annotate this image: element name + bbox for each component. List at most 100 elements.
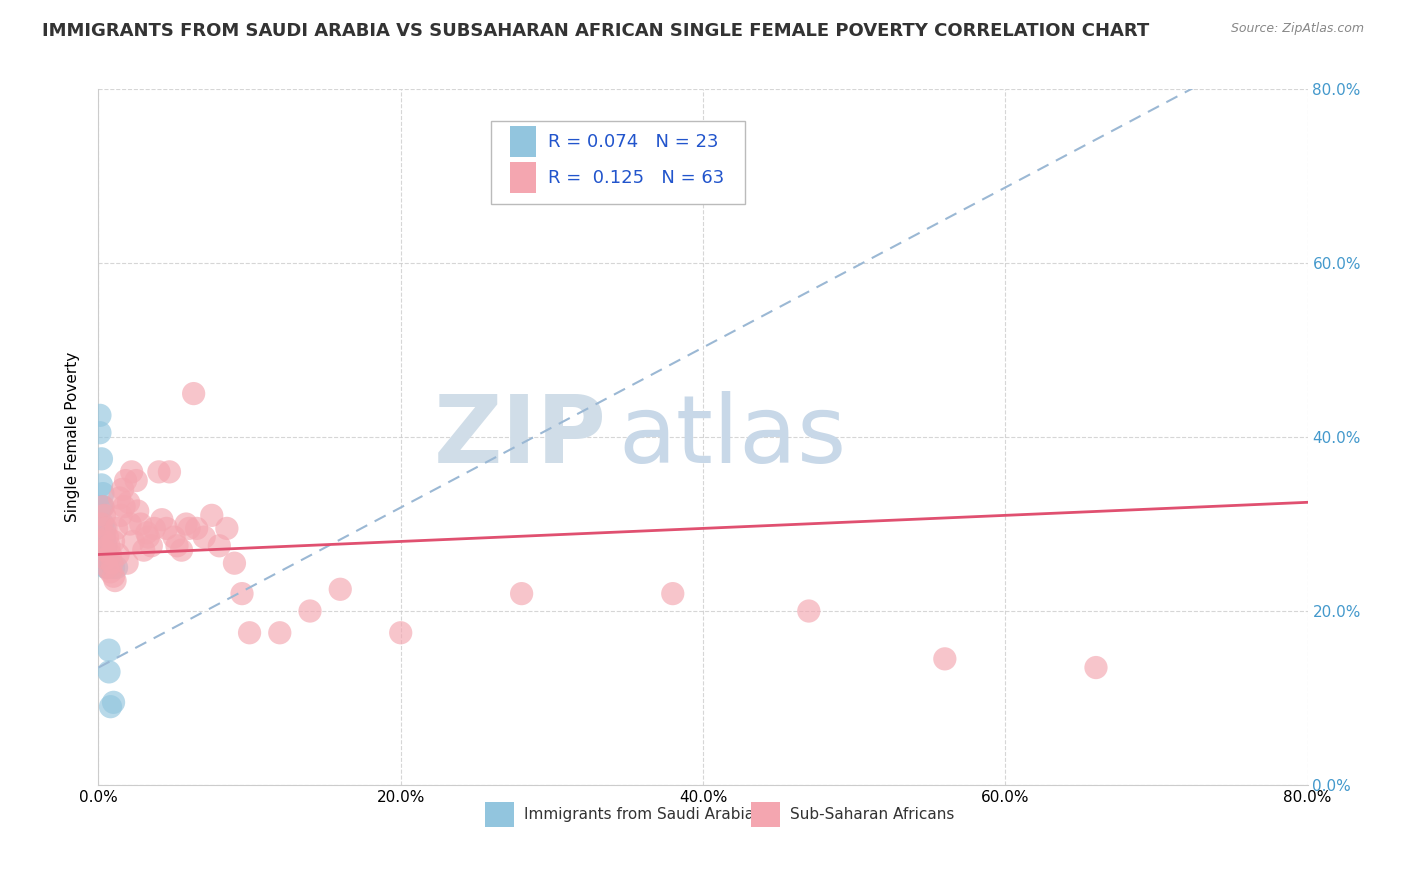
Point — [389, 625, 412, 640]
Point — [208, 539, 231, 553]
Y-axis label: Single Female Poverty: Single Female Poverty — [65, 352, 80, 522]
Point — [93, 530, 115, 544]
Point — [93, 508, 115, 523]
Point — [166, 539, 188, 553]
Point — [90, 478, 112, 492]
Point — [96, 560, 118, 574]
Point — [91, 500, 114, 514]
Point — [103, 695, 125, 709]
Point — [1085, 660, 1108, 674]
Point — [170, 543, 193, 558]
Point — [510, 587, 533, 601]
Point — [934, 652, 956, 666]
Point — [193, 530, 215, 544]
Point — [96, 551, 118, 566]
Point — [125, 474, 148, 488]
Point — [103, 534, 125, 549]
Point — [163, 530, 186, 544]
Point — [329, 582, 352, 597]
Point — [129, 516, 152, 531]
Point — [122, 534, 145, 549]
Point — [118, 495, 141, 509]
Point — [91, 516, 114, 531]
Text: R = 0.074   N = 23: R = 0.074 N = 23 — [548, 133, 718, 151]
Point — [94, 551, 117, 566]
Text: ZIP: ZIP — [433, 391, 606, 483]
Point — [155, 521, 177, 535]
Point — [90, 451, 112, 466]
Point — [141, 539, 163, 553]
Point — [93, 521, 115, 535]
Point — [100, 699, 122, 714]
Point — [103, 569, 125, 583]
Point — [179, 521, 201, 535]
Point — [201, 508, 224, 523]
Point — [107, 548, 129, 562]
Point — [94, 560, 117, 574]
Point — [143, 521, 166, 535]
Point — [174, 516, 197, 531]
Point — [121, 465, 143, 479]
Point — [120, 516, 142, 531]
Point — [132, 543, 155, 558]
Point — [91, 534, 114, 549]
Point — [93, 548, 115, 562]
Point — [98, 665, 121, 679]
Point — [89, 425, 111, 440]
Point — [93, 543, 115, 558]
Text: Immigrants from Saudi Arabia: Immigrants from Saudi Arabia — [524, 806, 754, 822]
Point — [114, 474, 136, 488]
Point — [98, 643, 121, 657]
Point — [148, 465, 170, 479]
Point — [101, 556, 124, 570]
Point — [215, 521, 238, 535]
Text: Source: ZipAtlas.com: Source: ZipAtlas.com — [1230, 22, 1364, 36]
FancyBboxPatch shape — [751, 803, 780, 827]
Point — [90, 516, 112, 531]
Point — [104, 574, 127, 588]
Point — [269, 625, 291, 640]
Point — [94, 539, 117, 553]
Point — [103, 560, 125, 574]
Point — [299, 604, 322, 618]
Point — [105, 560, 128, 574]
Point — [224, 556, 246, 570]
Text: atlas: atlas — [619, 391, 846, 483]
Point — [105, 521, 128, 535]
Point — [150, 513, 173, 527]
Point — [108, 491, 131, 505]
Point — [91, 500, 114, 514]
Point — [136, 530, 159, 544]
Point — [91, 486, 114, 500]
Point — [96, 560, 118, 574]
Point — [159, 465, 181, 479]
Text: IMMIGRANTS FROM SAUDI ARABIA VS SUBSAHARAN AFRICAN SINGLE FEMALE POVERTY CORRELA: IMMIGRANTS FROM SAUDI ARABIA VS SUBSAHAR… — [42, 22, 1150, 40]
Point — [797, 604, 820, 618]
Point — [96, 530, 118, 544]
Point — [90, 500, 112, 514]
Point — [112, 500, 135, 514]
Point — [111, 482, 134, 496]
FancyBboxPatch shape — [509, 162, 536, 193]
Point — [110, 508, 132, 523]
FancyBboxPatch shape — [485, 803, 515, 827]
Point — [186, 521, 208, 535]
Point — [231, 587, 253, 601]
FancyBboxPatch shape — [509, 127, 536, 157]
Point — [98, 539, 121, 553]
Point — [127, 504, 149, 518]
Point — [183, 386, 205, 401]
Point — [100, 548, 122, 562]
Point — [115, 556, 138, 570]
FancyBboxPatch shape — [492, 120, 745, 204]
Text: Sub-Saharan Africans: Sub-Saharan Africans — [790, 806, 955, 822]
Point — [661, 587, 683, 601]
Point — [239, 625, 262, 640]
Point — [93, 543, 115, 558]
Point — [100, 565, 122, 579]
Point — [135, 525, 157, 540]
Point — [94, 521, 117, 535]
Point — [94, 551, 117, 566]
Text: R =  0.125   N = 63: R = 0.125 N = 63 — [548, 169, 724, 186]
Point — [89, 409, 111, 423]
